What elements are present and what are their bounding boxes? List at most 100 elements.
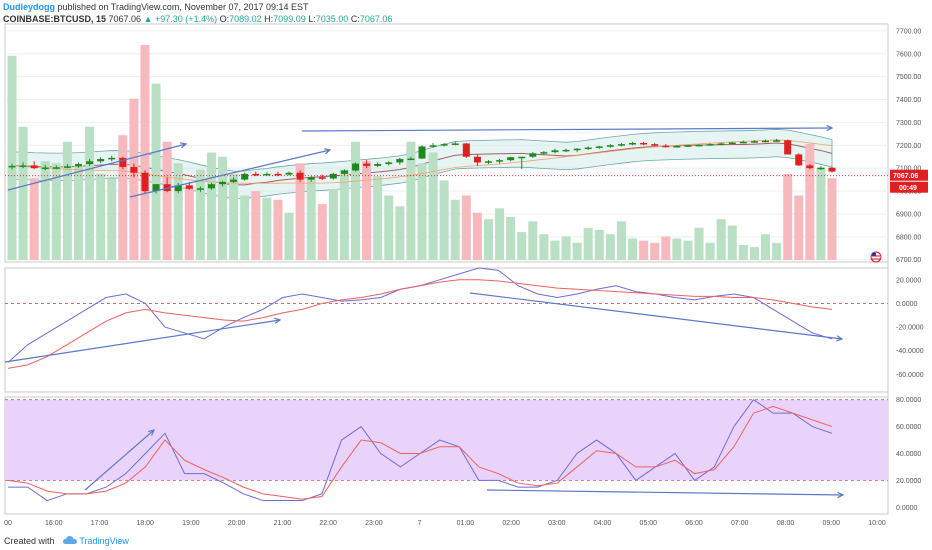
volume-bar [694,227,704,260]
flag-canton [872,253,876,256]
change-value: +97.30 (+1.4%) [155,14,218,24]
volume-bar [206,152,216,260]
price-tick-label: 7600.00 [896,51,921,58]
candle-body [518,156,526,159]
candle-body [473,156,481,163]
candle-body [684,145,692,147]
time-tick-label: 10:00 [868,520,886,527]
indicator-tick-label: 40.0000 [896,451,921,458]
trading-chart[interactable]: 7700.00 7600.00 7500.00 7400.00 7300.00 7200.… [0,0,932,532]
indicator-series-line [7,279,833,369]
time-tick-label: 17:00 [91,520,109,527]
low-value: 7035.00 [315,14,349,24]
candle-body [584,147,592,150]
symbol-label: COINBASE:BTCUSD, 15 [3,14,107,24]
countdown-tag-label: 00:49 [899,185,917,192]
candle-body [63,166,71,168]
volume-bar [428,152,438,260]
volume-bar [661,236,671,260]
volume-bar [96,174,106,260]
candle-body [784,140,792,155]
candle-body [651,144,659,146]
trend-arrow [486,489,844,496]
candle-body [241,173,249,180]
time-tick-label: 19:00 [182,520,200,527]
candle-body [196,188,204,190]
volume-bar [317,204,327,260]
indicator-tick-label: -40.0000 [896,348,924,355]
candle-body [762,140,770,143]
trend-arrow [84,429,155,491]
time-tick-label: 16:00 [45,520,63,527]
volume-bar [184,186,194,260]
last-price-tag [890,169,928,181]
candle-body [540,152,548,154]
time-tick-label: 03:00 [548,520,566,527]
volume-bar [339,169,349,260]
volume-bar [373,176,383,260]
candle-body [440,144,448,146]
open-value: 7089.02 [229,14,262,24]
candle-body [806,165,814,169]
candle-body [230,179,238,182]
candle-body [529,153,537,157]
price-tick-label: 6900.00 [896,211,921,218]
indicator-tick-label: 80.0000 [896,397,921,404]
volume-bar [439,180,449,260]
candle-body [617,144,625,146]
price-tick-label: 7400.00 [896,97,921,104]
tradingview-cloud-icon [63,536,78,544]
candle-body [496,160,504,162]
candle-body [207,184,215,189]
candle-body [573,148,581,151]
time-tick-label: 04:00 [594,520,612,527]
trend-arrow [469,292,843,340]
candle-body [629,143,637,145]
high-value: 7099.09 [273,14,306,24]
volume-bar [51,163,61,260]
time-tick-label: 23:00 [365,520,383,527]
volume-bar [517,232,527,260]
time-tick-label: 20:00 [228,520,246,527]
volume-bar [639,240,649,260]
candle-body [606,145,614,147]
time-tick-label: 06:00 [685,520,703,527]
candle-body [662,145,670,148]
volume-bar [749,247,759,260]
price-tick-label: 7700.00 [896,28,921,35]
author-link[interactable]: Dudleydogg [3,2,55,12]
price-tick-label: 6800.00 [896,234,921,241]
candle-body [673,145,681,148]
price-tick-label: 7100.00 [896,166,921,173]
trend-arrow-head [324,148,332,155]
pane-frame-1 [4,267,889,393]
candle-body [86,161,94,165]
candle-body [352,163,360,171]
candle-body [285,172,293,175]
candle-body [219,181,227,185]
volume-bar [716,219,726,260]
candle-body [74,164,82,167]
candle-body [108,157,116,160]
indicator-tick-label: 20.0000 [896,277,921,284]
volume-bar [650,242,660,260]
trend-arrow-head [837,491,845,499]
candle-body [717,143,725,145]
candle-body [318,177,326,179]
candle-body [41,167,49,169]
price-tick-label: 7500.00 [896,74,921,81]
tradingview-brand[interactable]: TradingView [79,536,129,546]
volume-bar [129,98,139,260]
indicator-tick-label: -20.0000 [896,325,924,332]
candle-body [174,185,182,192]
volume-bar [40,161,50,260]
time-tick-label: 07:00 [731,520,749,527]
volume-bar [539,234,549,260]
trend-arrow [301,127,833,132]
candle-body [773,140,781,142]
volume-bar [295,163,305,260]
volume-bar [683,240,693,260]
time-tick-label: 09:00 [822,520,840,527]
volume-bar [628,238,638,260]
time-tick-label: 08:00 [777,520,795,527]
